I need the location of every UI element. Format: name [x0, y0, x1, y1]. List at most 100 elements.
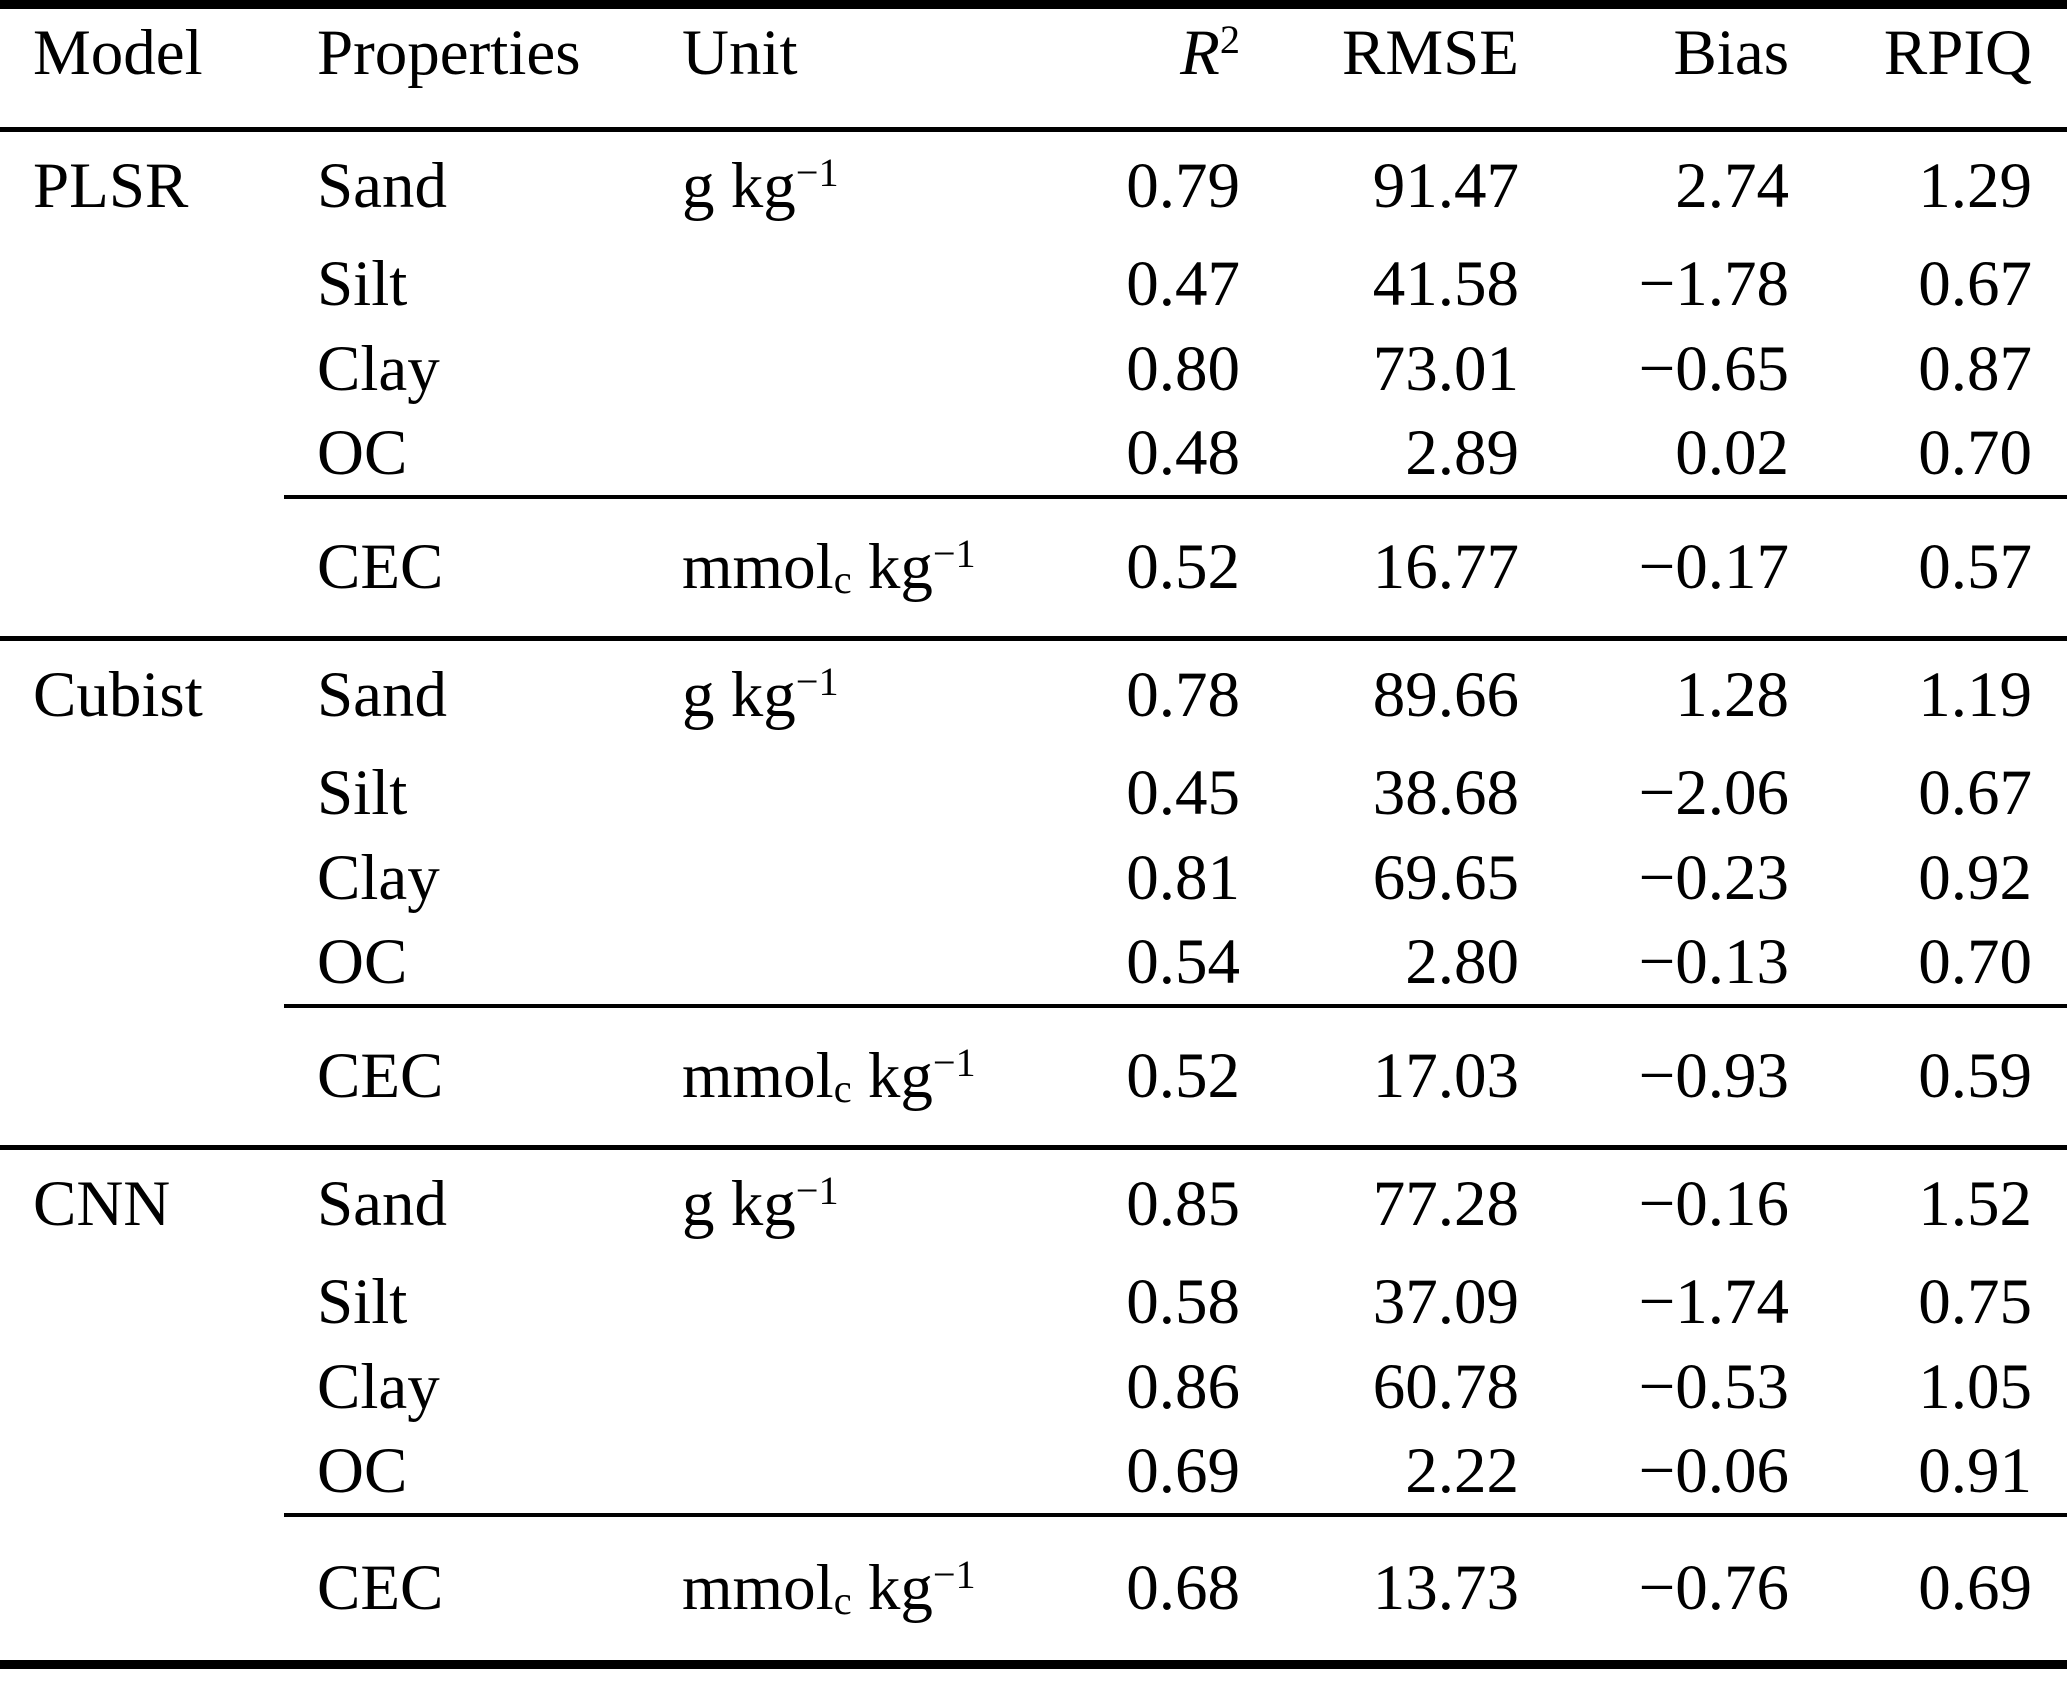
property-cell: Clay: [317, 332, 440, 405]
unit-cell: g kg−1: [682, 1168, 839, 1241]
rmse-cell: 16.77: [1240, 494, 1519, 639]
rpiq-cell: 0.57: [1789, 494, 2067, 639]
empty-cell: [0, 327, 284, 412]
empty-cell: [649, 1260, 1027, 1345]
bias-cell: −0.23: [1638, 841, 1789, 914]
empty-cell: [0, 497, 284, 639]
column-header-r2: R2: [1027, 4, 1240, 132]
empty-cell: [0, 242, 284, 327]
unit-cell: mmolc kg−1: [649, 494, 1027, 639]
rpiq-cell: 0.67: [1918, 756, 2032, 829]
model-name: PLSR: [33, 150, 189, 223]
property-cell: CEC: [284, 1003, 649, 1148]
bias-cell: 0.02: [1675, 416, 1789, 489]
column-header-unit: Unit: [649, 4, 1027, 132]
rmse-cell: 2.80: [1405, 925, 1519, 998]
r2-cell: 0.52: [1027, 1003, 1240, 1148]
empty-cell: [0, 1430, 284, 1515]
property-cell: Silt: [317, 1265, 408, 1338]
unit-cell: mmolc kg−1: [649, 1003, 1027, 1148]
section-plsr: PLSR Sand g kg−1 0.79 91.47 2.74 1.29 Si…: [0, 130, 2067, 639]
rpiq-cell: 1.29: [1918, 150, 2032, 223]
rmse-cell: 2.89: [1405, 416, 1519, 489]
r2-cell: 0.79: [1126, 150, 1240, 223]
bias-cell: −0.65: [1638, 332, 1789, 405]
bias-cell: −2.06: [1638, 756, 1789, 829]
rpiq-cell: 0.92: [1918, 841, 2032, 914]
r2-cell: 0.85: [1126, 1168, 1240, 1241]
rpiq-cell: 0.91: [1918, 1434, 2032, 1507]
r2-cell: 0.81: [1126, 841, 1240, 914]
r2-cell: 0.47: [1126, 247, 1240, 320]
rpiq-cell: 0.70: [1918, 925, 2032, 998]
column-header-properties: Properties: [284, 4, 649, 132]
r2-cell: 0.54: [1126, 925, 1240, 998]
rmse-cell: 89.66: [1372, 659, 1519, 732]
table-row: Silt 0.47 41.58 −1.78 0.67: [0, 242, 2067, 327]
bias-cell: −1.78: [1638, 247, 1789, 320]
model-name: CNN: [33, 1168, 171, 1241]
property-cell: OC: [317, 416, 408, 489]
rmse-cell: 73.01: [1372, 332, 1519, 405]
bias-cell: −0.13: [1638, 925, 1789, 998]
column-header-bias: Bias: [1519, 4, 1789, 132]
property-cell: OC: [317, 1434, 408, 1507]
empty-cell: [0, 921, 284, 1006]
column-header-rmse: RMSE: [1240, 4, 1519, 132]
table-row: CNN Sand g kg−1 0.85 77.28 −0.16 1.52: [0, 1148, 2067, 1260]
bias-cell: −0.06: [1638, 1434, 1789, 1507]
r2-cell: 0.69: [1126, 1434, 1240, 1507]
rmse-cell: 17.03: [1240, 1003, 1519, 1148]
column-header-rpiq: RPIQ: [1789, 4, 2067, 132]
property-cell: Clay: [317, 841, 440, 914]
header-row: Model Properties Unit R2 RMSE Bias RPIQ: [0, 4, 2067, 132]
empty-cell: [649, 412, 1027, 497]
property-cell: Sand: [317, 659, 447, 732]
table-row: Clay 0.80 73.01 −0.65 0.87: [0, 327, 2067, 412]
property-cell: CEC: [284, 494, 649, 639]
empty-cell: [649, 836, 1027, 921]
section-cnn: CNN Sand g kg−1 0.85 77.28 −0.16 1.52 Si…: [0, 1148, 2067, 1665]
bias-cell: −0.17: [1519, 494, 1789, 639]
rmse-cell: 37.09: [1372, 1265, 1519, 1338]
rmse-cell: 13.73: [1240, 1512, 1519, 1665]
bias-cell: −0.93: [1519, 1003, 1789, 1148]
empty-cell: [0, 1515, 284, 1665]
property-cell: Silt: [317, 756, 408, 829]
r2-cell: 0.80: [1126, 332, 1240, 405]
empty-cell: [649, 242, 1027, 327]
column-header-model: Model: [0, 4, 284, 132]
property-cell: Sand: [317, 150, 447, 223]
unit-cell: g kg−1: [682, 659, 839, 732]
bias-cell: −0.16: [1638, 1168, 1789, 1241]
property-cell: Silt: [317, 247, 408, 320]
empty-cell: [649, 921, 1027, 1006]
empty-cell: [649, 1430, 1027, 1515]
model-name: Cubist: [33, 659, 203, 732]
property-cell: OC: [317, 925, 408, 998]
unit-cell: mmolc kg−1: [649, 1512, 1027, 1665]
r2-cell: 0.52: [1027, 494, 1240, 639]
empty-cell: [0, 1260, 284, 1345]
empty-cell: [0, 412, 284, 497]
table-row: PLSR Sand g kg−1 0.79 91.47 2.74 1.29: [0, 130, 2067, 242]
table-row: Cubist Sand g kg−1 0.78 89.66 1.28 1.19: [0, 639, 2067, 751]
bias-cell: 2.74: [1675, 150, 1789, 223]
rpiq-cell: 1.19: [1918, 659, 2032, 732]
empty-cell: [0, 836, 284, 921]
rpiq-cell: 0.75: [1918, 1265, 2032, 1338]
table-row: OC 0.69 2.22 −0.06 0.91: [0, 1430, 2067, 1515]
table-row: Clay 0.81 69.65 −0.23 0.92: [0, 836, 2067, 921]
rpiq-cell: 0.59: [1789, 1003, 2067, 1148]
rpiq-cell: 0.87: [1918, 332, 2032, 405]
empty-cell: [0, 751, 284, 836]
property-cell: CEC: [284, 1512, 649, 1665]
bias-cell: −0.53: [1638, 1350, 1789, 1423]
table-row: Silt 0.45 38.68 −2.06 0.67: [0, 751, 2067, 836]
property-cell: Clay: [317, 1350, 440, 1423]
r2-cell: 0.45: [1126, 756, 1240, 829]
empty-cell: [649, 751, 1027, 836]
bias-cell: −0.76: [1519, 1512, 1789, 1665]
table-row: OC 0.54 2.80 −0.13 0.70: [0, 921, 2067, 1006]
